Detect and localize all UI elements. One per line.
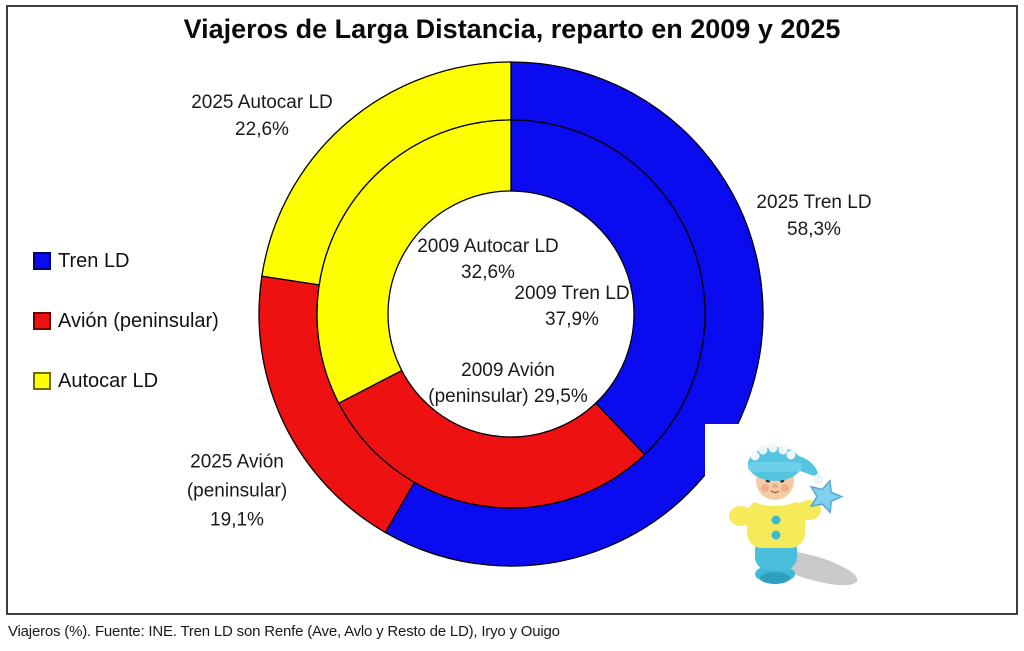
callout-2025-tren: 2025 Tren LD 58,3% <box>756 192 872 240</box>
callout-2009-tren: 2009 Tren LD 37,9% <box>514 283 630 330</box>
doll-star <box>809 479 844 515</box>
source-caption: Viajeros (%). Fuente: INE. Tren LD son R… <box>8 623 560 640</box>
legend-label-tren: Tren LD <box>58 249 130 272</box>
legend-item-autocar: Autocar LD <box>33 370 158 392</box>
doll-hat <box>748 443 823 484</box>
legend-swatch-avion <box>33 312 51 330</box>
legend-label-autocar: Autocar LD <box>58 369 159 392</box>
segment-2009-avión-peninsular- <box>337 369 646 509</box>
chart-title: Viajeros de Larga Distancia, reparto en … <box>183 14 841 44</box>
legend-swatch-tren <box>33 252 51 270</box>
toy-doll-image <box>705 424 870 609</box>
callout-2025-avion: 2025 Avión (peninsular) 19,1% <box>186 451 288 531</box>
legend-item-avion: Avión (peninsular) <box>33 310 219 332</box>
doll-hat-pompom <box>813 474 823 484</box>
segment-2009-autocar-ld <box>316 119 512 405</box>
callout-2025-autocar: 2025 Autocar LD 22,6% <box>191 92 333 140</box>
legend-item-tren: Tren LD <box>33 250 130 272</box>
legend-swatch-autocar <box>33 372 51 390</box>
toy-doll-drawing <box>729 443 858 586</box>
callout-2009-avion: 2009 Avión (peninsular) 29,5% <box>428 360 588 407</box>
legend-label-avion: Avión (peninsular) <box>58 309 219 332</box>
callout-2009-autocar: 2009 Autocar LD 32,6% <box>417 236 559 283</box>
segment-2009-tren-ld <box>510 119 706 456</box>
